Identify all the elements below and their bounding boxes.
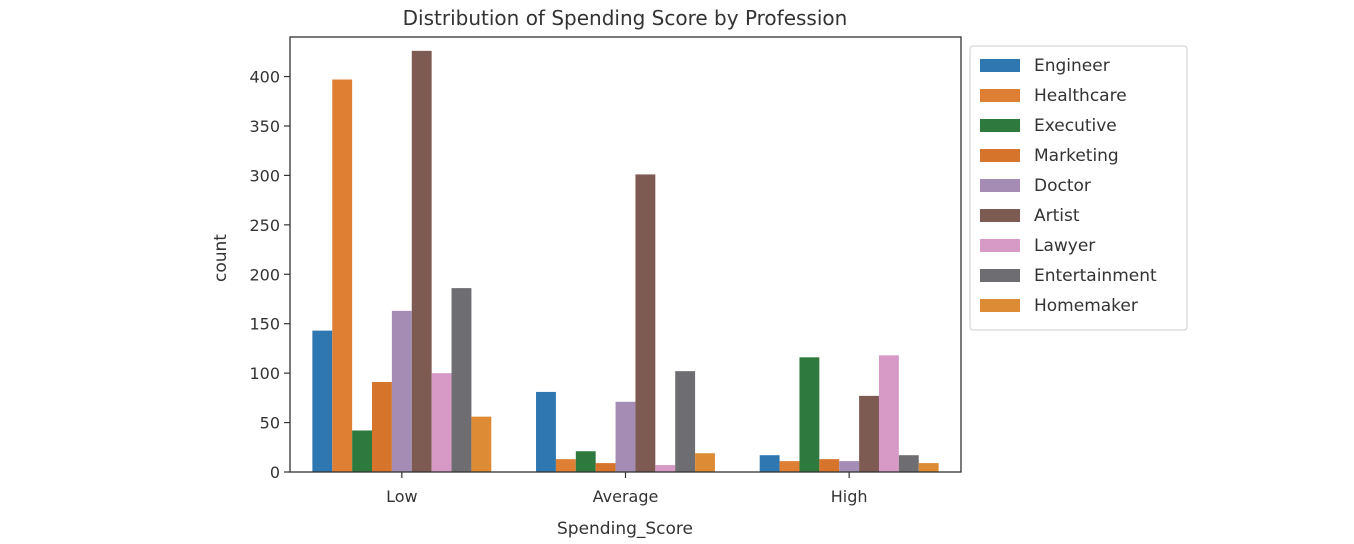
bar [575,451,596,472]
y-tick-label: 400 [249,68,280,87]
y-tick-label: 350 [249,117,280,136]
bar [451,288,472,472]
bar [898,455,919,472]
bar [372,382,392,472]
legend-entry-label: Engineer [1034,56,1110,76]
y-tick-label: 0 [270,463,280,482]
legend-swatch [980,59,1020,72]
chart-title: Distribution of Spending Score by Profes… [403,6,848,30]
legend-frame [969,45,1188,331]
legend-entry-label: Healthcare [1034,86,1127,106]
legend-swatch [980,149,1020,162]
legend-entry-label: Executive [1034,116,1117,136]
legend-swatch [980,119,1020,132]
bar [918,463,939,472]
bar [759,455,780,472]
legend-swatch [980,239,1020,252]
x-tick-label: High [831,487,868,506]
bar [859,395,879,472]
plot-area [289,36,962,473]
bar [555,459,576,472]
bar [595,463,616,472]
legend-entry-label: Marketing [1034,146,1119,166]
legend-swatch [980,179,1020,192]
y-tick-label: 250 [249,216,280,235]
bar [411,50,432,472]
x-axis: Low Average High [386,472,868,506]
legend: Engineer Healthcare Executive Marketing Doct… [969,45,1188,331]
legend-swatch [980,89,1020,102]
bar [695,453,715,472]
legend-entry-label: Artist [1034,206,1080,226]
bar [878,355,899,472]
legend-entry-label: Homemaker [1034,296,1138,316]
y-tick-label: 50 [260,414,280,433]
bar [635,174,656,472]
y-tick-label: 100 [249,364,280,383]
bar [536,391,556,472]
bars-group [312,50,939,473]
legend-swatch [980,209,1020,222]
bar [332,79,353,473]
x-tick-label: Low [386,487,418,506]
x-axis-label: Spending_Score [557,519,693,539]
bar [799,357,820,472]
legend-entry-label: Doctor [1034,176,1091,196]
bar [431,373,452,472]
bar [471,416,492,472]
y-axis: 0 50 100 150 200 250 300 350 400 [249,68,290,482]
bar [312,330,333,472]
legend-entry-label: Lawyer [1034,236,1095,256]
bar [352,430,373,472]
legend-entry-label: Entertainment [1034,266,1157,286]
y-axis-label: count [211,234,231,282]
legend-swatch [980,269,1020,282]
bar [839,461,860,472]
legend-swatch [980,299,1020,312]
y-tick-label: 150 [249,315,280,334]
bar [391,310,412,472]
bar [655,465,676,472]
y-tick-label: 200 [249,265,280,284]
x-tick-label: Average [593,487,659,506]
bar [819,459,840,472]
bar [675,371,696,472]
y-tick-label: 300 [249,166,280,185]
bar [615,401,636,472]
bar [779,461,800,472]
